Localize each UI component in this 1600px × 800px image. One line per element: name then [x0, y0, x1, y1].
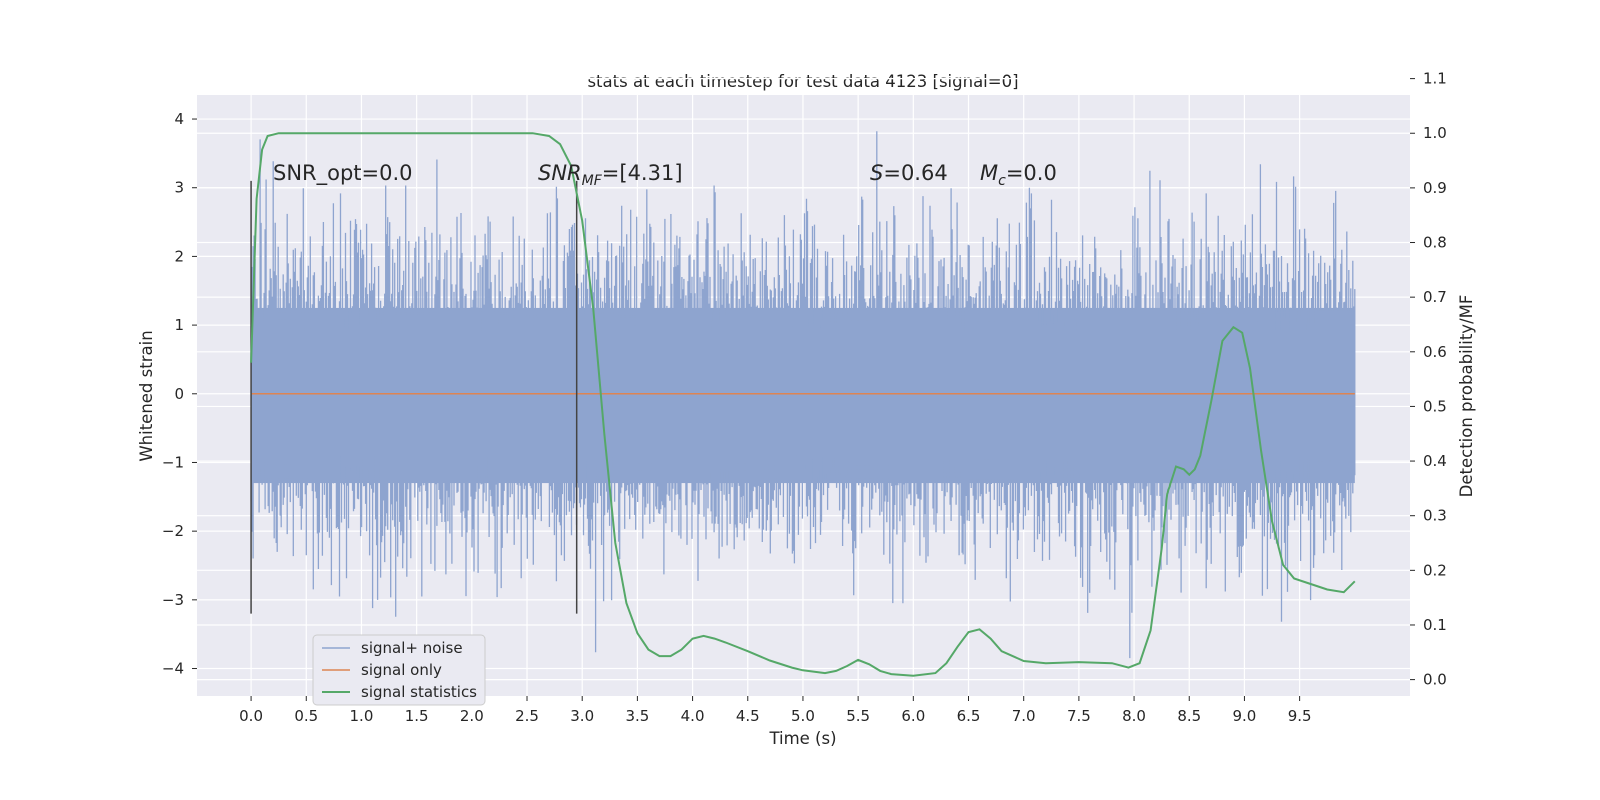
y-right-tick-label: 1.1	[1423, 70, 1447, 88]
y-tick-label: 2	[174, 247, 184, 265]
y-right-tick-label: 0.6	[1423, 343, 1447, 361]
x-axis-ticks: 0.0 0.5 1.0 1.5 2.0 2.5 3.0 3.5 4.0 4.5 5.0 5.5 6.0 6…	[239, 696, 1312, 725]
mc-sub: c	[998, 173, 1006, 189]
chart-title: stats at each timestep for test data 412…	[587, 72, 1018, 91]
y-axis-ticks: −4 −3 −2 −1 0 1 2 3 4	[162, 110, 197, 678]
y-right-tick-label: 0.3	[1423, 507, 1447, 525]
y-right-axis-ticks: 0.0 0.1 0.2 0.3 0.4 0.5 0.6 0.7 0.8 0.9 1.0 1.1	[1410, 70, 1447, 689]
x-tick-label: 5.5	[846, 707, 870, 725]
x-tick-label: 1.5	[405, 707, 429, 725]
s-var: S	[870, 161, 883, 185]
snr-mf-value: =[4.31]	[602, 161, 683, 185]
mc-value: =0.0	[1006, 161, 1057, 185]
y-axis-label: Whitened strain	[137, 330, 156, 461]
x-axis-label: Time (s)	[768, 729, 836, 748]
legend-label-signal-only: signal only	[361, 661, 442, 679]
y-right-tick-label: 0.8	[1423, 234, 1447, 252]
signal-statistics-series	[250, 132, 1356, 677]
y-tick-label: −3	[162, 591, 184, 609]
y-tick-label: 3	[174, 179, 184, 197]
y-right-tick-label: 0.2	[1423, 561, 1447, 579]
y-tick-label: −2	[162, 522, 184, 540]
snr-mf-var: SNR	[538, 161, 582, 185]
snr-opt-annotation: SNR_opt=0.0	[273, 161, 413, 186]
mc-annotation: Mc=0.0	[980, 161, 1057, 189]
x-tick-label: 7.0	[1012, 707, 1036, 725]
x-tick-label: 5.0	[791, 707, 815, 725]
y-tick-label: −4	[162, 660, 184, 678]
vertical-markers	[250, 180, 578, 614]
y-right-tick-label: 0.5	[1423, 397, 1447, 415]
x-tick-label: 0.5	[294, 707, 318, 725]
mc-var: M	[980, 161, 998, 185]
x-tick-label: 3.5	[625, 707, 649, 725]
y-right-tick-label: 0.4	[1423, 452, 1447, 470]
s-value: =0.64	[883, 161, 947, 185]
y-right-axis-label: Detection probability/MF	[1457, 295, 1476, 498]
y-tick-label: 4	[174, 110, 184, 128]
y-tick-label: 0	[174, 385, 184, 403]
s-annotation: S=0.64	[870, 161, 948, 185]
y-tick-label: −1	[162, 453, 184, 471]
x-tick-label: 8.0	[1122, 707, 1146, 725]
x-tick-label: 4.0	[681, 707, 705, 725]
legend-box	[312, 634, 486, 706]
x-tick-label: 2.0	[460, 707, 484, 725]
snr-mf-sub: MF	[582, 173, 603, 189]
y-tick-label: 1	[174, 316, 184, 334]
y-right-tick-label: 0.7	[1423, 288, 1447, 306]
x-tick-label: 0.0	[239, 707, 263, 725]
x-tick-label: 7.5	[1067, 707, 1091, 725]
snr-mf-annotation: SNRMF=[4.31]	[538, 161, 683, 189]
signal-noise-series	[250, 131, 1356, 659]
y-right-tick-label: 1.0	[1423, 124, 1447, 142]
x-tick-label: 9.5	[1288, 707, 1312, 725]
legend-label-signal-statistics: signal statistics	[361, 683, 477, 701]
x-tick-label: 8.5	[1177, 707, 1201, 725]
x-tick-label: 2.5	[515, 707, 539, 725]
legend-label-signal-noise: signal+ noise	[361, 639, 463, 657]
x-tick-label: 4.5	[736, 707, 760, 725]
x-tick-label: 3.0	[570, 707, 594, 725]
y-right-tick-label: 0.0	[1423, 671, 1447, 689]
x-tick-label: 1.0	[350, 707, 374, 725]
x-tick-label: 6.5	[957, 707, 981, 725]
x-tick-label: 6.0	[901, 707, 925, 725]
y-right-tick-label: 0.9	[1423, 179, 1447, 197]
legend: signal+ noise signal only signal statist…	[312, 634, 486, 706]
y-right-tick-label: 0.1	[1423, 616, 1447, 634]
x-tick-label: 9.0	[1233, 707, 1257, 725]
